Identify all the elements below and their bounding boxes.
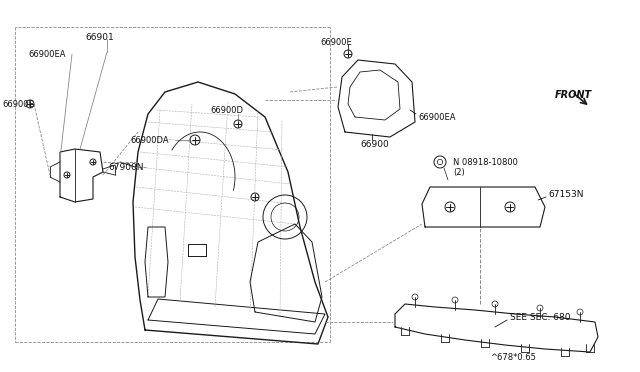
- Text: 66901: 66901: [85, 32, 114, 42]
- Text: 66900E: 66900E: [2, 99, 34, 109]
- Text: 66900EA: 66900EA: [418, 112, 456, 122]
- Text: 66900: 66900: [360, 140, 388, 148]
- Text: 67153N: 67153N: [548, 189, 584, 199]
- Text: 67900N: 67900N: [108, 163, 143, 171]
- Text: 66900EA: 66900EA: [28, 49, 65, 58]
- Text: FRONT: FRONT: [555, 90, 592, 100]
- Circle shape: [434, 156, 446, 168]
- Text: 66900DA: 66900DA: [130, 135, 168, 144]
- Text: 66900D: 66900D: [210, 106, 243, 115]
- Text: 66900E: 66900E: [320, 38, 352, 46]
- Text: (2): (2): [453, 167, 465, 176]
- Text: N 08918-10800: N 08918-10800: [453, 157, 518, 167]
- Text: ^678*0.65: ^678*0.65: [490, 353, 536, 362]
- Text: SEE SEC. 680: SEE SEC. 680: [510, 312, 570, 321]
